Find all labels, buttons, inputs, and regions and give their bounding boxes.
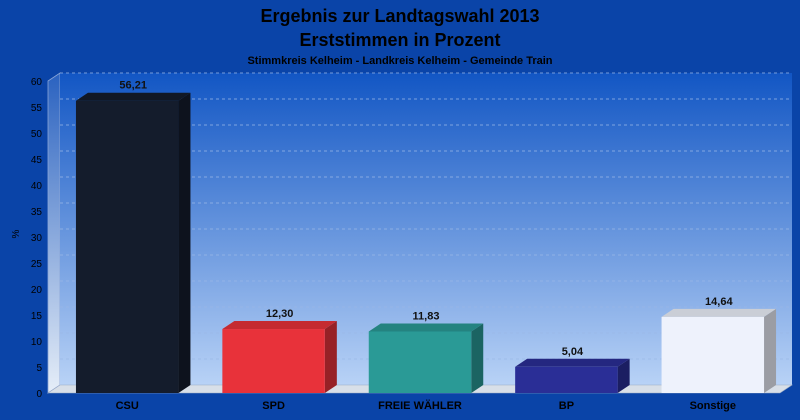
- bar-top: [75, 92, 191, 101]
- bar-value-label: 12,30: [266, 308, 294, 320]
- bar-sonstige: [661, 308, 777, 393]
- bar-top: [661, 308, 777, 317]
- y-tick-label: 15: [31, 311, 43, 322]
- bar-freie-w-hler: [368, 323, 484, 393]
- bar-front: [661, 316, 765, 393]
- bar-side: [471, 323, 484, 393]
- y-tick-label: 25: [31, 259, 43, 270]
- chart-title: Ergebnis zur Landtagswahl 2013: [260, 6, 539, 26]
- y-tick-label: 20: [31, 285, 43, 296]
- y-tick-label: 55: [31, 103, 43, 114]
- x-tick-label: SPD: [262, 400, 285, 412]
- y-tick-label: 30: [31, 233, 43, 244]
- bar-top: [515, 358, 630, 367]
- bar-front: [222, 329, 325, 393]
- bar-top: [368, 323, 484, 332]
- bar-side: [324, 321, 337, 393]
- bar-front: [515, 366, 618, 393]
- y-tick-label: 40: [31, 181, 43, 192]
- y-tick-label: 45: [31, 155, 43, 166]
- y-tick-label: 35: [31, 207, 43, 218]
- chart-region-label: Stimmkreis Kelheim - Landkreis Kelheim -…: [247, 55, 552, 67]
- y-tick-label: 0: [36, 389, 42, 400]
- y-tick-label: 50: [31, 129, 43, 140]
- bar-value-label: 56,21: [119, 80, 147, 92]
- y-axis-label: %: [11, 229, 22, 238]
- x-tick-label: BP: [559, 400, 574, 412]
- x-tick-label: FREIE WÄHLER: [378, 399, 462, 412]
- chart-subtitle: Erststimmen in Prozent: [299, 30, 500, 50]
- y-tick-label: 60: [31, 77, 43, 88]
- bar-front: [75, 100, 179, 393]
- bar-side: [617, 358, 630, 393]
- y-tick-label: 5: [36, 363, 42, 374]
- bar-value-label: 11,83: [413, 310, 440, 322]
- bar-value-label: 5,04: [562, 346, 584, 358]
- y-tick-label: 10: [31, 337, 43, 348]
- bar-spd: [222, 321, 337, 393]
- bar-csu: [75, 92, 191, 393]
- x-tick-label: CSU: [116, 400, 139, 412]
- bar-top: [222, 321, 337, 330]
- x-tick-label: Sonstige: [690, 400, 736, 412]
- bar-bp: [515, 358, 630, 393]
- bar-value-label: 14,64: [705, 296, 733, 308]
- bar-side: [178, 92, 191, 393]
- bar-front: [368, 331, 472, 393]
- left-wall: [47, 72, 61, 394]
- bar-side: [764, 308, 777, 393]
